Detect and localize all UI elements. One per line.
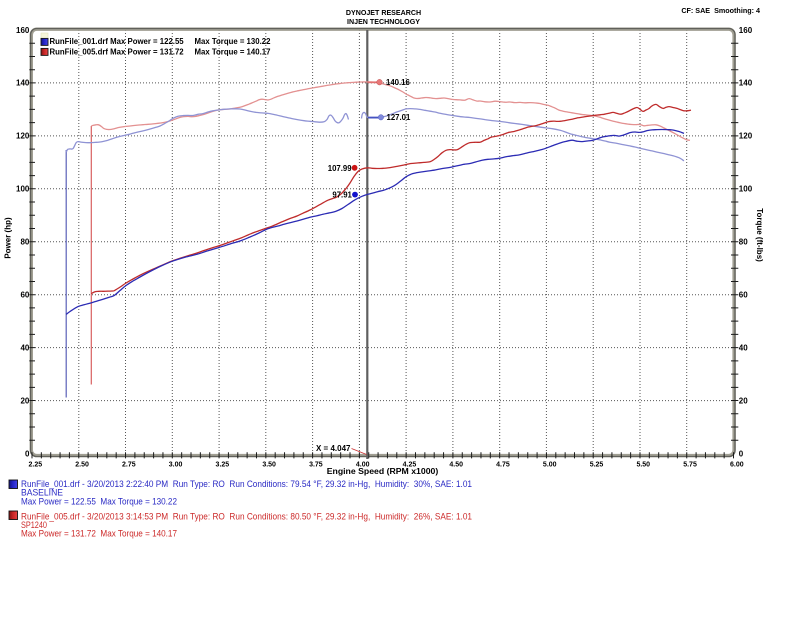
svg-text:Max Torque = 140.17: Max Torque = 140.17 bbox=[195, 47, 271, 56]
svg-text:2.75: 2.75 bbox=[122, 461, 136, 468]
svg-text:Max Torque = 130.22: Max Torque = 130.22 bbox=[195, 37, 272, 46]
svg-text:40: 40 bbox=[739, 343, 748, 352]
svg-text:0: 0 bbox=[739, 449, 744, 458]
svg-text:20: 20 bbox=[739, 396, 748, 405]
svg-text:3.25: 3.25 bbox=[216, 461, 230, 468]
svg-text:4.50: 4.50 bbox=[449, 461, 463, 468]
svg-text:INJEN TECHNOLOGY: INJEN TECHNOLOGY bbox=[347, 18, 420, 26]
svg-text:80: 80 bbox=[739, 238, 748, 247]
svg-text:160: 160 bbox=[16, 26, 30, 35]
svg-text:60: 60 bbox=[20, 290, 29, 299]
svg-text:Engine Speed (RPM x1000): Engine Speed (RPM x1000) bbox=[327, 466, 439, 476]
svg-text:107.99: 107.99 bbox=[328, 164, 353, 173]
svg-text:97.91: 97.91 bbox=[332, 190, 352, 199]
svg-text:100: 100 bbox=[16, 185, 30, 194]
svg-text:5.00: 5.00 bbox=[543, 461, 557, 468]
svg-text:60: 60 bbox=[739, 290, 748, 299]
svg-text:5.25: 5.25 bbox=[590, 461, 604, 468]
svg-text:4.00: 4.00 bbox=[356, 461, 370, 468]
svg-text:RunFile_001.drf - 3/20/2013 2:: RunFile_001.drf - 3/20/2013 2:22:40 PM R… bbox=[21, 479, 472, 489]
svg-text:3.75: 3.75 bbox=[309, 461, 323, 468]
svg-text:Torque (ft-lbs): Torque (ft-lbs) bbox=[755, 208, 764, 262]
svg-text:4.25: 4.25 bbox=[403, 461, 417, 468]
svg-text:X = 4.047: X = 4.047 bbox=[316, 444, 351, 453]
svg-text:3.50: 3.50 bbox=[262, 461, 276, 468]
svg-text:2.25: 2.25 bbox=[28, 461, 42, 468]
svg-text:0: 0 bbox=[25, 449, 30, 458]
svg-text:40: 40 bbox=[20, 343, 29, 352]
svg-text:Max Power = 131.72 Max Torque: Max Power = 131.72 Max Torque = 140.17 bbox=[21, 529, 177, 539]
svg-text:5.75: 5.75 bbox=[683, 461, 697, 468]
svg-text:120: 120 bbox=[739, 132, 753, 141]
svg-text:RunFile_005.drf Max Power = 13: RunFile_005.drf Max Power = 131.72 bbox=[50, 47, 185, 56]
svg-text:RunFile_005.drf - 3/20/2013 3:: RunFile_005.drf - 3/20/2013 3:14:53 PM R… bbox=[21, 511, 472, 521]
svg-text:3.00: 3.00 bbox=[169, 461, 183, 468]
svg-text:140.16: 140.16 bbox=[386, 78, 411, 87]
svg-text:DYNOJET RESEARCH: DYNOJET RESEARCH bbox=[346, 9, 421, 17]
svg-text:100: 100 bbox=[739, 185, 753, 194]
svg-text:4.75: 4.75 bbox=[496, 461, 510, 468]
svg-text:2.50: 2.50 bbox=[75, 461, 89, 468]
svg-text:140: 140 bbox=[16, 79, 30, 88]
svg-text:6.00: 6.00 bbox=[730, 461, 744, 468]
svg-text:5.50: 5.50 bbox=[636, 461, 650, 468]
svg-text:CF: SAE Smoothing: 4: CF: SAE Smoothing: 4 bbox=[681, 6, 760, 15]
svg-text:160: 160 bbox=[739, 26, 753, 35]
svg-text:140: 140 bbox=[739, 79, 753, 88]
svg-text:127.01: 127.01 bbox=[387, 113, 412, 122]
svg-text:Max Power = 122.55 Max Torque: Max Power = 122.55 Max Torque = 130.22 bbox=[21, 497, 177, 507]
svg-text:RunFile_001.drf Max Power = 12: RunFile_001.drf Max Power = 122.55 bbox=[50, 37, 185, 46]
svg-text:BASELINE: BASELINE bbox=[21, 488, 63, 498]
svg-text:80: 80 bbox=[20, 238, 29, 247]
svg-text:120: 120 bbox=[16, 132, 30, 141]
svg-text:20: 20 bbox=[20, 396, 29, 405]
svg-text:Power (hp): Power (hp) bbox=[4, 217, 13, 259]
svg-text:SP1240: SP1240 bbox=[21, 520, 47, 530]
